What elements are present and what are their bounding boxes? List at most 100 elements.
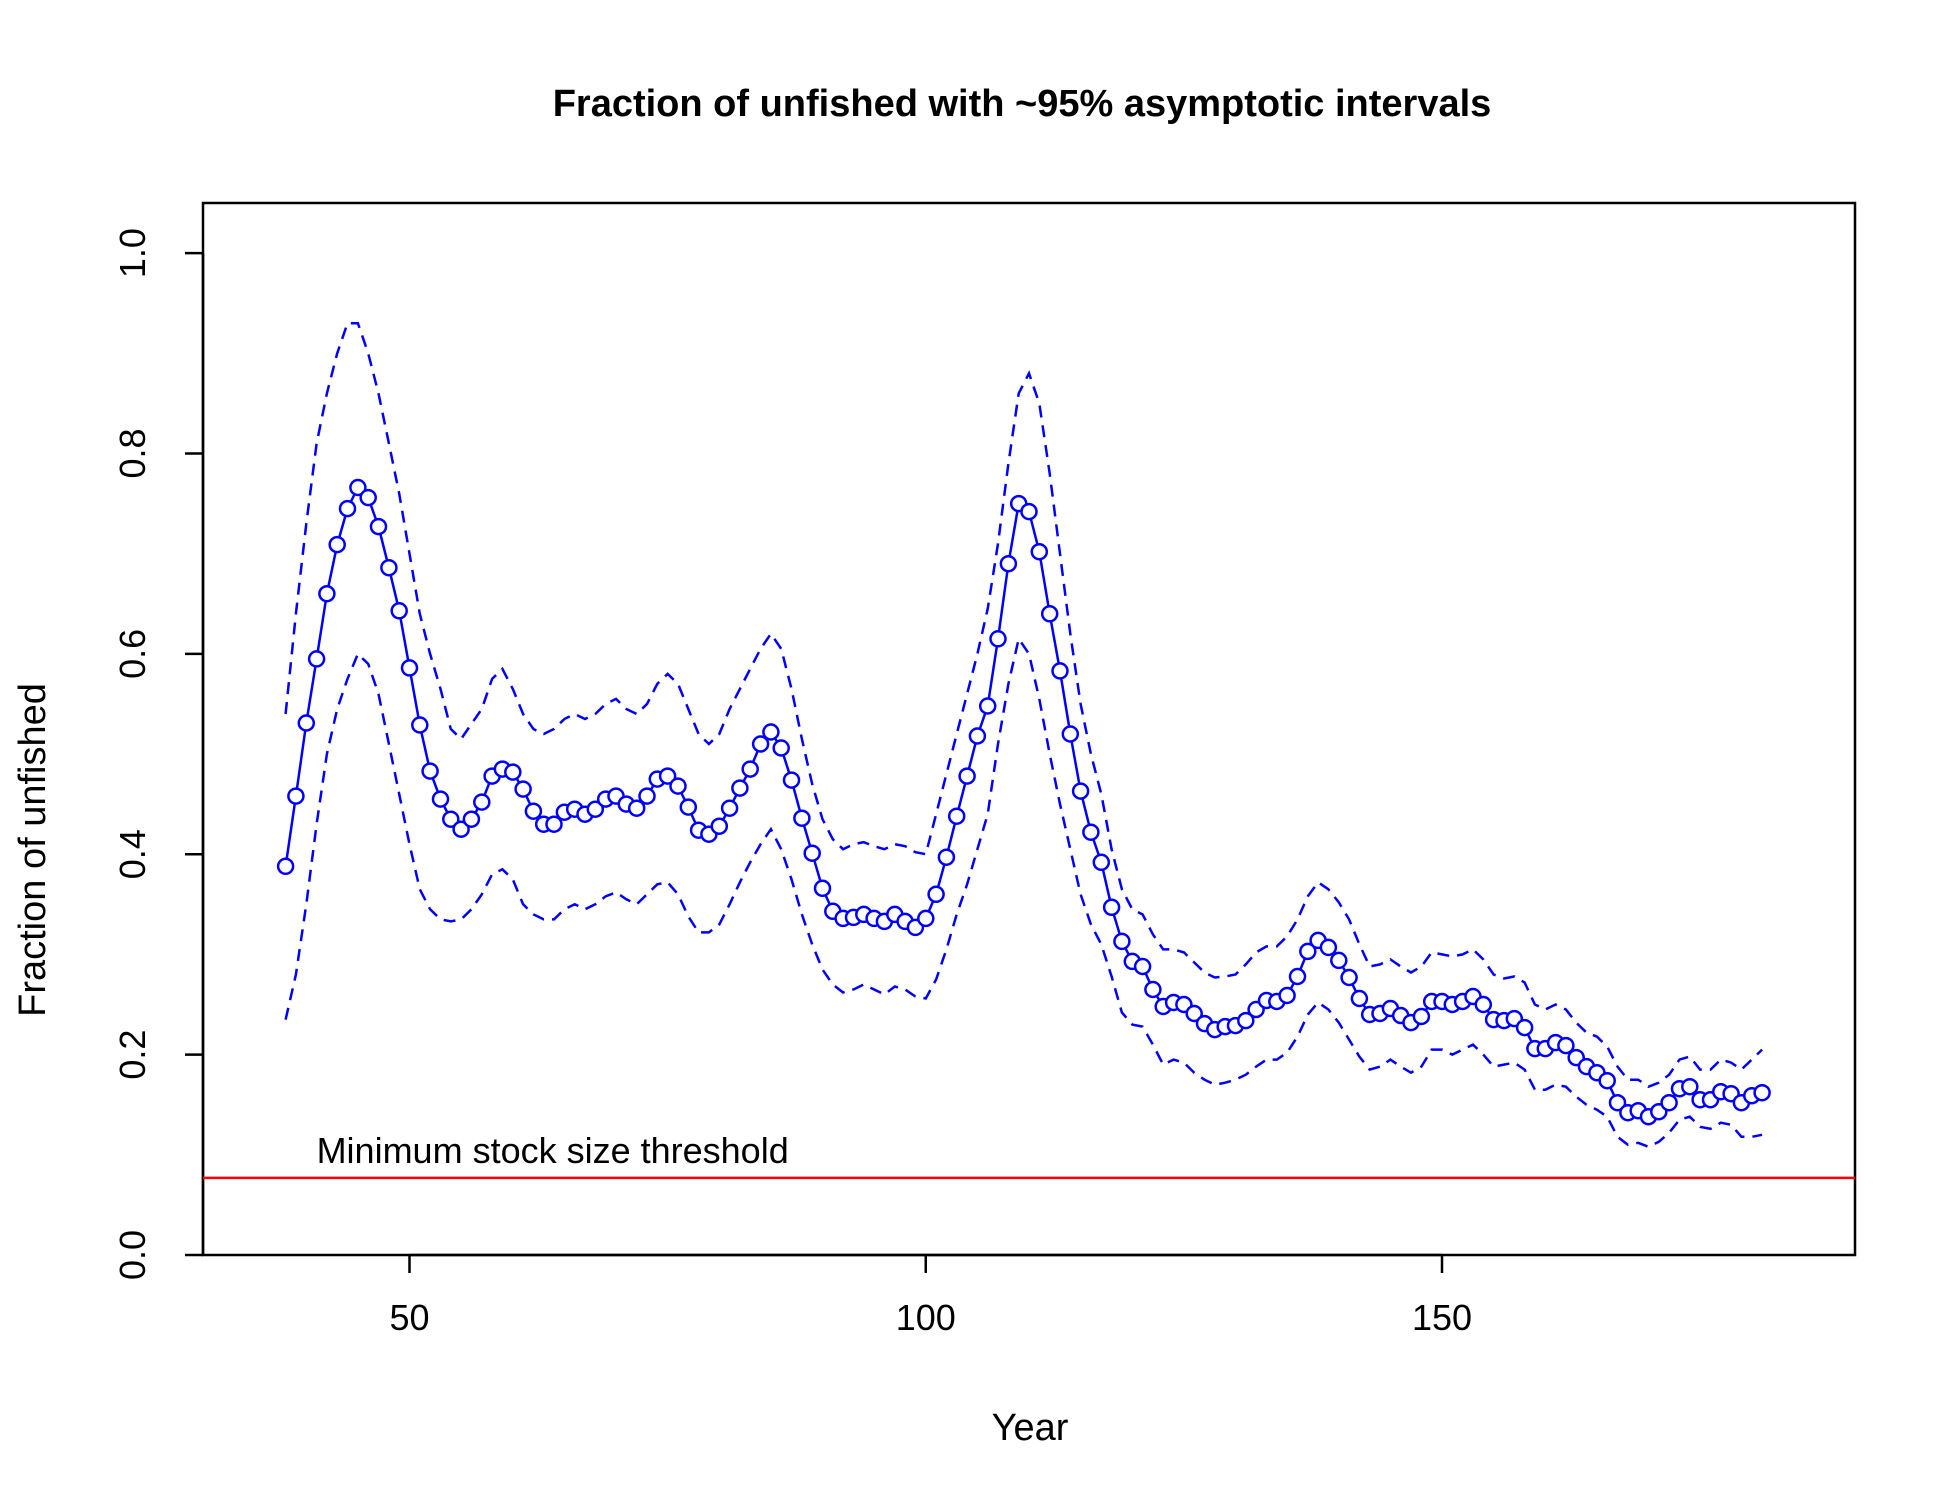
data-point (287, 787, 305, 805)
data-point (390, 602, 408, 620)
data-point (937, 848, 956, 866)
data-point (1598, 1071, 1616, 1090)
data-point (380, 558, 398, 577)
x-tick-label: 50 (389, 1297, 429, 1338)
lower-interval-line (284, 635, 1763, 1149)
data-point (1020, 502, 1038, 521)
x-axis: 50 100 150 (389, 1253, 1472, 1338)
data-point (411, 716, 429, 734)
data-point (328, 535, 346, 554)
series-group (284, 321, 1763, 1149)
data-point (947, 807, 966, 825)
data-point (917, 909, 935, 928)
data-point (1071, 782, 1090, 800)
y-tick-label: 0.8 (112, 428, 153, 478)
y-tick-label: 1.0 (112, 228, 153, 278)
data-point (1092, 853, 1111, 872)
data-point (1061, 725, 1080, 743)
data-point (349, 478, 367, 497)
data-point (679, 798, 698, 816)
threshold-line: Minimum stock size threshold (203, 1130, 1855, 1180)
data-point (793, 809, 811, 827)
data-point (462, 810, 481, 828)
data-point (1319, 938, 1338, 957)
data-point (1030, 542, 1049, 561)
data-point (338, 499, 357, 518)
data-point (1474, 995, 1493, 1014)
data-point (1412, 1007, 1431, 1026)
data-point (421, 762, 439, 780)
data-point (1237, 1011, 1255, 1030)
data-point (1185, 1004, 1203, 1023)
data-point (307, 650, 326, 668)
data-point (803, 844, 821, 862)
data-point (1681, 1077, 1699, 1096)
x-axis-label: Year (992, 1407, 1069, 1449)
y-axis-label: Fraction of unfished (12, 683, 54, 1017)
data-point (1040, 605, 1059, 623)
data-point (369, 517, 388, 536)
data-point (731, 779, 749, 797)
data-point (1051, 662, 1069, 680)
data-point (318, 584, 336, 603)
y-tick-label: 0.0 (112, 1230, 153, 1280)
data-point (431, 790, 450, 808)
data-point (514, 780, 532, 798)
data-point (276, 857, 295, 876)
y-axis: 0.0 0.2 0.4 0.6 0.8 1.0 (112, 228, 205, 1280)
y-tick-label: 0.4 (112, 829, 153, 879)
y-tick-label: 0.2 (112, 1030, 153, 1080)
data-point (504, 763, 522, 781)
data-point (927, 885, 945, 904)
data-point (1299, 942, 1317, 961)
points-group (276, 478, 1771, 1126)
data-point (741, 760, 759, 778)
data-point (1288, 967, 1307, 986)
data-point (524, 802, 543, 820)
data-point (452, 820, 470, 838)
data-point (1144, 980, 1162, 999)
x-tick-label: 150 (1412, 1297, 1472, 1338)
data-point (813, 879, 832, 898)
data-point (1330, 951, 1348, 970)
data-point (658, 767, 677, 785)
data-point (1340, 968, 1358, 987)
data-point (772, 739, 790, 757)
data-point (782, 771, 801, 789)
data-point (586, 800, 605, 818)
data-point (669, 777, 687, 795)
data-point (710, 817, 729, 835)
data-point (1350, 989, 1369, 1008)
upper-interval-line (284, 321, 1763, 1089)
data-point (751, 735, 770, 753)
data-point (1753, 1083, 1771, 1102)
data-point (473, 793, 491, 811)
data-point (1278, 986, 1296, 1005)
threshold-label: Minimum stock size threshold (317, 1130, 789, 1171)
data-point (1133, 957, 1152, 976)
data-point (638, 787, 656, 805)
data-point (545, 815, 563, 833)
data-point (1082, 823, 1100, 841)
data-point (359, 488, 377, 507)
data-point (968, 727, 987, 745)
data-point (1557, 1036, 1575, 1055)
data-point (1660, 1093, 1678, 1112)
data-point (400, 659, 419, 677)
data-point (720, 799, 739, 817)
y-tick-label: 0.6 (112, 629, 153, 679)
data-point (297, 714, 316, 732)
data-point (1102, 898, 1121, 917)
data-point (999, 554, 1018, 573)
data-point (958, 767, 976, 785)
data-point (1608, 1093, 1627, 1112)
chart-title: Fraction of unfished with ~95% asymptoti… (553, 83, 1492, 125)
data-point (989, 630, 1007, 648)
estimate-line (284, 485, 1763, 1119)
data-point (1113, 932, 1131, 951)
data-point (1515, 1018, 1534, 1037)
data-point (762, 723, 780, 741)
data-point (978, 697, 997, 715)
x-tick-label: 100 (896, 1297, 956, 1338)
